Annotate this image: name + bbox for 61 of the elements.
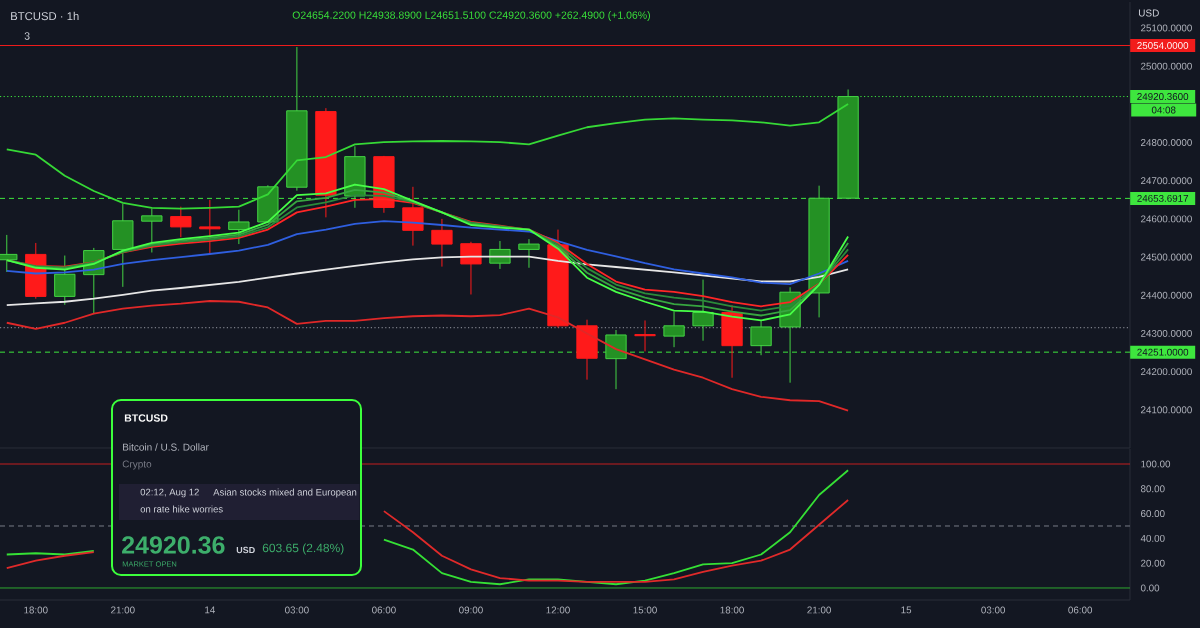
line-series bbox=[5, 103, 849, 210]
annotation: Bitcoin / U.S. Dollar bbox=[123, 443, 209, 451]
annotation: 3 bbox=[24, 32, 30, 40]
ref-line-label: 24653.6917 bbox=[1137, 194, 1189, 202]
text: 04:08 bbox=[1151, 106, 1176, 114]
y-tick-label: 24500.0000 bbox=[1141, 253, 1192, 261]
candlestick bbox=[228, 209, 250, 245]
candlestick bbox=[634, 319, 656, 352]
y-tick-label: 25100.0000 bbox=[1141, 24, 1192, 32]
annotation: 02:12, Aug 12 bbox=[140, 488, 199, 498]
x-tick-label: 06:00 bbox=[372, 606, 396, 614]
candlestick bbox=[141, 208, 163, 253]
text: BTCUSD · 1h bbox=[11, 11, 79, 21]
candlestick bbox=[460, 241, 482, 295]
y-tick-label: 80.00 bbox=[1140, 485, 1165, 493]
y-tick-label: 40.00 bbox=[1140, 534, 1165, 542]
x-tick-label: 06:00 bbox=[1068, 606, 1093, 614]
y-tick-label: 24300.0000 bbox=[1141, 329, 1192, 337]
annotation: on rate hike worries bbox=[140, 505, 223, 513]
x-tick-label: 03:00 bbox=[285, 606, 309, 614]
candlestick bbox=[663, 311, 685, 348]
x-tick-label: 12:00 bbox=[546, 606, 570, 614]
annotation: USD bbox=[236, 546, 255, 554]
annotation: 603.65 (2.48%) bbox=[262, 543, 344, 555]
annotation: 24920.36 bbox=[122, 536, 225, 554]
x-tick-label: 18:00 bbox=[720, 606, 744, 614]
x-tick-label: 15:00 bbox=[633, 606, 657, 614]
y-tick-label: 20.00 bbox=[1141, 559, 1165, 567]
candlestick bbox=[750, 319, 772, 356]
ref-line-label: 24251.0000 bbox=[1137, 348, 1189, 356]
candlestick bbox=[692, 279, 714, 342]
x-tick-label: 18:00 bbox=[24, 606, 48, 614]
text: BTCUSD bbox=[124, 414, 168, 422]
y-tick-label: 24800.0000 bbox=[1141, 139, 1192, 146]
line-series bbox=[5, 300, 849, 412]
x-tick-label: 21:00 bbox=[807, 606, 831, 614]
ref-line-label: 24920.3600 bbox=[1137, 93, 1189, 101]
candlestick bbox=[605, 329, 627, 390]
x-tick-label: 21:00 bbox=[111, 606, 135, 614]
y-tick-label: 24600.0000 bbox=[1141, 215, 1192, 223]
y-tick-label: 24100.0000 bbox=[1141, 406, 1192, 414]
annotation: Asian stocks mixed and European bbox=[213, 488, 357, 498]
y-tick-label: 25000.0000 bbox=[1141, 62, 1192, 70]
text: USD bbox=[1138, 9, 1159, 17]
candlestick bbox=[170, 206, 192, 238]
x-tick-label: 09:00 bbox=[459, 606, 483, 614]
y-tick-label: 100.00 bbox=[1141, 460, 1171, 468]
candlestick bbox=[431, 218, 453, 268]
x-tick-label: 14 bbox=[205, 606, 215, 614]
x-tick-label: 15 bbox=[901, 606, 912, 614]
text: O24654.2200 H24938.8900 L24651.5100 C24920.3600 +262.4900 (+1.06%) bbox=[292, 11, 650, 21]
candlestick bbox=[54, 255, 76, 306]
y-tick-label: 24200.0000 bbox=[1141, 368, 1192, 376]
y-tick-label: 60.00 bbox=[1141, 510, 1165, 518]
ref-line-label: 25054.0000 bbox=[1137, 42, 1189, 49]
x-tick-label: 03:00 bbox=[981, 606, 1006, 614]
annotation: Crypto bbox=[122, 460, 152, 470]
y-tick-label: 24400.0000 bbox=[1141, 291, 1192, 299]
y-tick-label: 0.00 bbox=[1140, 584, 1160, 592]
y-tick-label: 24700.0000 bbox=[1141, 177, 1192, 185]
candlestick bbox=[518, 238, 540, 269]
